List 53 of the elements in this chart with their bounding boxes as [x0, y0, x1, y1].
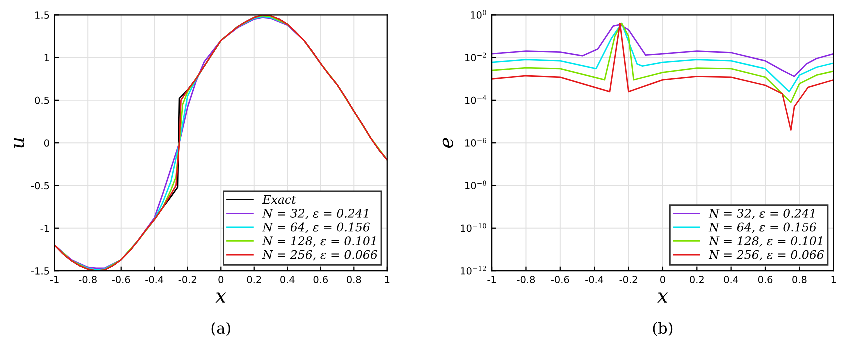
- x-tick-label: 0: [218, 276, 224, 284]
- x-tick-label: -0.6: [551, 276, 570, 284]
- x-tick-label: -1: [50, 276, 59, 284]
- x-tick-label: -0.2: [620, 276, 638, 284]
- y-tick-label: 10$^{−4}$: [466, 95, 487, 104]
- x-tick-label: 0.8: [347, 276, 362, 284]
- x-tick-label: 0.6: [758, 276, 773, 284]
- x-tick-label: -0.4: [586, 276, 604, 284]
- x-tick-label: 0.4: [724, 276, 739, 284]
- y-axis-title: e: [442, 138, 454, 148]
- y-tick-label: 0: [44, 140, 50, 147]
- x-tick-label: 1: [385, 276, 390, 284]
- legend-label: N = 128, ε = 0.101: [262, 236, 376, 247]
- y-tick-label: 10$^{−2}$: [466, 52, 486, 62]
- x-tick-label: 0.6: [314, 276, 328, 284]
- y-tick-label: 10$^{−6}$: [466, 138, 487, 147]
- text: (b): [653, 322, 673, 336]
- x-tick-label: 1: [832, 276, 836, 284]
- x-tick-label: 0.4: [280, 276, 295, 284]
- x-tick-label: -0.6: [112, 276, 130, 284]
- y-tick-label: 10$^{0}$: [471, 10, 486, 19]
- y-tick-label: 10$^{−12}$: [461, 266, 486, 275]
- y-tick-label: 1: [44, 54, 50, 62]
- legend-label: Exact: [262, 195, 296, 204]
- y-tick-label: 1.5: [36, 12, 50, 19]
- x-tick-label: -1: [488, 276, 496, 284]
- legend-label: N = 32, ε = 0.241: [708, 209, 815, 220]
- legend-label: N = 128, ε = 0.101: [708, 236, 822, 247]
- x-tick-label: 0.2: [247, 276, 262, 284]
- x-tick-label: -0.8: [517, 276, 536, 284]
- x-tick-label: 0.2: [690, 276, 704, 284]
- legend-label: N = 256, ε = 0.066: [708, 250, 824, 261]
- x-tick-label: 0: [660, 276, 666, 284]
- x-tick-label: -0.2: [178, 276, 196, 284]
- x-tick-label: -0.4: [146, 276, 164, 284]
- y-tick-label: 10$^{−8}$: [466, 180, 486, 190]
- line-series: [492, 24, 834, 78]
- legend-label: N = 64, ε = 0.156: [708, 222, 817, 234]
- legend-label: N = 256, ε = 0.066: [262, 250, 378, 261]
- y-tick-label: -0.5: [32, 182, 50, 190]
- legend-label: N = 32, ε = 0.241: [262, 209, 368, 220]
- y-tick-label: -1: [40, 224, 50, 232]
- y-axis-title: u: [14, 138, 24, 148]
- x-tick-label: 0.8: [792, 276, 807, 284]
- line-series: [492, 22, 834, 131]
- x-tick-label: -0.8: [79, 276, 97, 284]
- legend-label: N = 64, ε = 0.156: [262, 222, 370, 234]
- y-tick-label: 0.5: [35, 96, 50, 104]
- y-tick-label: 10$^{−10}$: [461, 223, 486, 232]
- y-tick-label: -1.5: [32, 268, 50, 275]
- x-axis-title: x: [216, 292, 226, 303]
- text: (a): [212, 322, 230, 336]
- x-axis-title: x: [658, 292, 668, 303]
